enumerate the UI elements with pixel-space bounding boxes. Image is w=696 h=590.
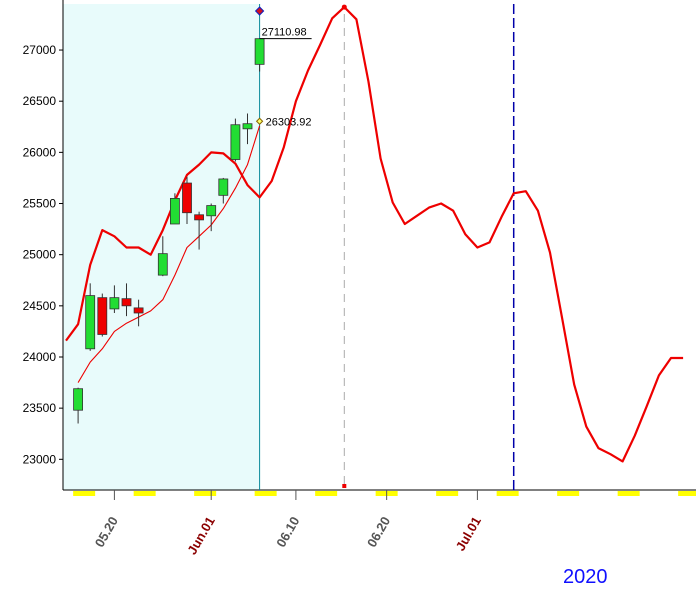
y-axis: 23000 23500 24000 24500 25000 25500 26000 26500… bbox=[23, 0, 64, 490]
y-tick-label: 27000 bbox=[23, 43, 57, 57]
weekend-marker bbox=[315, 491, 338, 496]
band-value-label: 26303.92 bbox=[266, 116, 312, 128]
y-tick-label: 26500 bbox=[23, 94, 57, 108]
candle-body bbox=[133, 307, 144, 314]
weekend-markers bbox=[73, 491, 696, 496]
annotations: 27110.98 26303.92 bbox=[254, 6, 312, 128]
y-tick-label: 24500 bbox=[23, 299, 57, 313]
candle-body bbox=[157, 253, 168, 276]
weekend-marker bbox=[254, 491, 277, 496]
candle bbox=[73, 387, 83, 424]
candle-body bbox=[85, 295, 96, 350]
candlesticks bbox=[73, 38, 265, 424]
x-tick-label: 05.20 bbox=[92, 514, 121, 550]
history-shade bbox=[63, 4, 260, 490]
weekend-marker bbox=[557, 491, 580, 496]
y-tick-label: 26000 bbox=[23, 145, 57, 159]
y-tick-label: 25500 bbox=[23, 197, 57, 211]
candle bbox=[169, 193, 180, 225]
marker-lines bbox=[259, 4, 515, 490]
candle-body bbox=[73, 388, 83, 411]
weekend-marker bbox=[73, 491, 96, 496]
candle-body bbox=[218, 178, 229, 196]
candle bbox=[133, 299, 144, 327]
candle-body bbox=[169, 197, 180, 225]
candle bbox=[230, 118, 241, 162]
candle-body bbox=[230, 124, 241, 160]
weekend-marker bbox=[436, 491, 459, 496]
candle bbox=[121, 283, 132, 317]
x-tick-label: Jun.01 bbox=[184, 514, 218, 557]
year-label: 2020 bbox=[563, 566, 608, 588]
candle bbox=[182, 176, 192, 224]
y-tick-label: 24000 bbox=[23, 350, 57, 364]
weekend-marker bbox=[496, 491, 519, 496]
weekend-marker bbox=[617, 491, 640, 496]
candle-body bbox=[194, 214, 205, 221]
x-tick-label: 06.10 bbox=[273, 514, 302, 550]
candle-body bbox=[121, 298, 132, 307]
weekend-marker bbox=[678, 491, 696, 496]
x-tick-label: Jul.01 bbox=[453, 514, 484, 553]
candle bbox=[242, 113, 253, 145]
forecast-line bbox=[65, 6, 684, 463]
x-axis: 05.20 Jun.01 06.10 06.20 Jul.01 bbox=[63, 489, 696, 557]
y-tick-label: 25000 bbox=[23, 248, 57, 262]
indicator-lines bbox=[65, 4, 684, 463]
y-tick-label: 23000 bbox=[23, 452, 57, 466]
y-tick-label: 23500 bbox=[23, 401, 57, 415]
candle-body bbox=[97, 297, 108, 335]
forecast-peak-dot bbox=[341, 4, 347, 10]
weekend-marker bbox=[133, 491, 156, 496]
candle-body bbox=[242, 123, 253, 130]
candle-body bbox=[254, 38, 265, 65]
band-value-marker bbox=[255, 117, 264, 125]
candle-body bbox=[109, 297, 120, 310]
candle bbox=[97, 293, 108, 337]
candle bbox=[85, 283, 96, 351]
x-tick-label: 06.20 bbox=[364, 514, 393, 550]
candle bbox=[218, 177, 229, 204]
candle bbox=[109, 285, 120, 313]
weekend-marker bbox=[194, 491, 217, 496]
candle bbox=[194, 211, 205, 250]
projected-peak-marker bbox=[342, 484, 347, 488]
candle bbox=[157, 236, 168, 277]
candle-body bbox=[182, 182, 192, 214]
lower-band-line bbox=[77, 125, 261, 383]
candle bbox=[206, 203, 217, 232]
high-value-label: 27110.98 bbox=[262, 27, 307, 39]
candle-body bbox=[206, 205, 217, 217]
high-marker-icon bbox=[254, 6, 265, 16]
